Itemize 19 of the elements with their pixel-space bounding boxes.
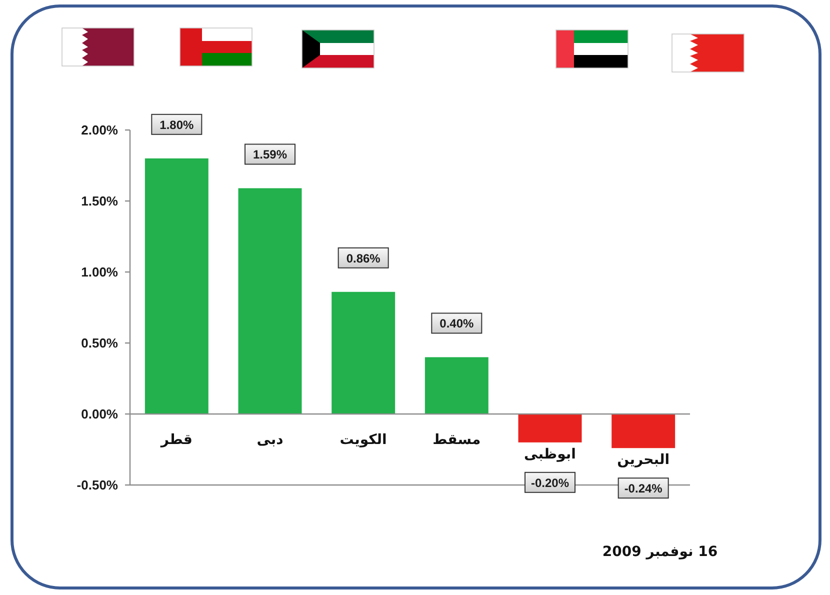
data-label: 0.86% [346,251,381,266]
data-label: 1.59% [252,148,288,162]
x-tick-label: دبى [256,432,284,448]
y-tick-label: 1.50% [81,194,118,208]
y-tick-label: 1.00% [81,264,118,280]
y-tick-label: 0.50% [81,336,118,350]
y-tick-label: 0.00% [81,406,118,422]
y-tick-label: 2.00% [81,122,118,138]
x-tick-label: ابوظبى [524,446,576,462]
y-tick-label: -0.50% [76,478,118,492]
data-label: -0.20% [530,476,570,490]
x-tick-label: الكويت [340,432,387,448]
data-label: 1.80% [160,118,194,132]
data-label: -0.24% [624,482,663,496]
data-label: 0.40% [440,316,474,331]
x-tick-label: مسقط [432,432,481,448]
x-tick-label: قطر [160,432,192,448]
text: 16 نوفمبر 2009 [602,544,718,560]
x-tick-label: البحرين [617,452,670,468]
